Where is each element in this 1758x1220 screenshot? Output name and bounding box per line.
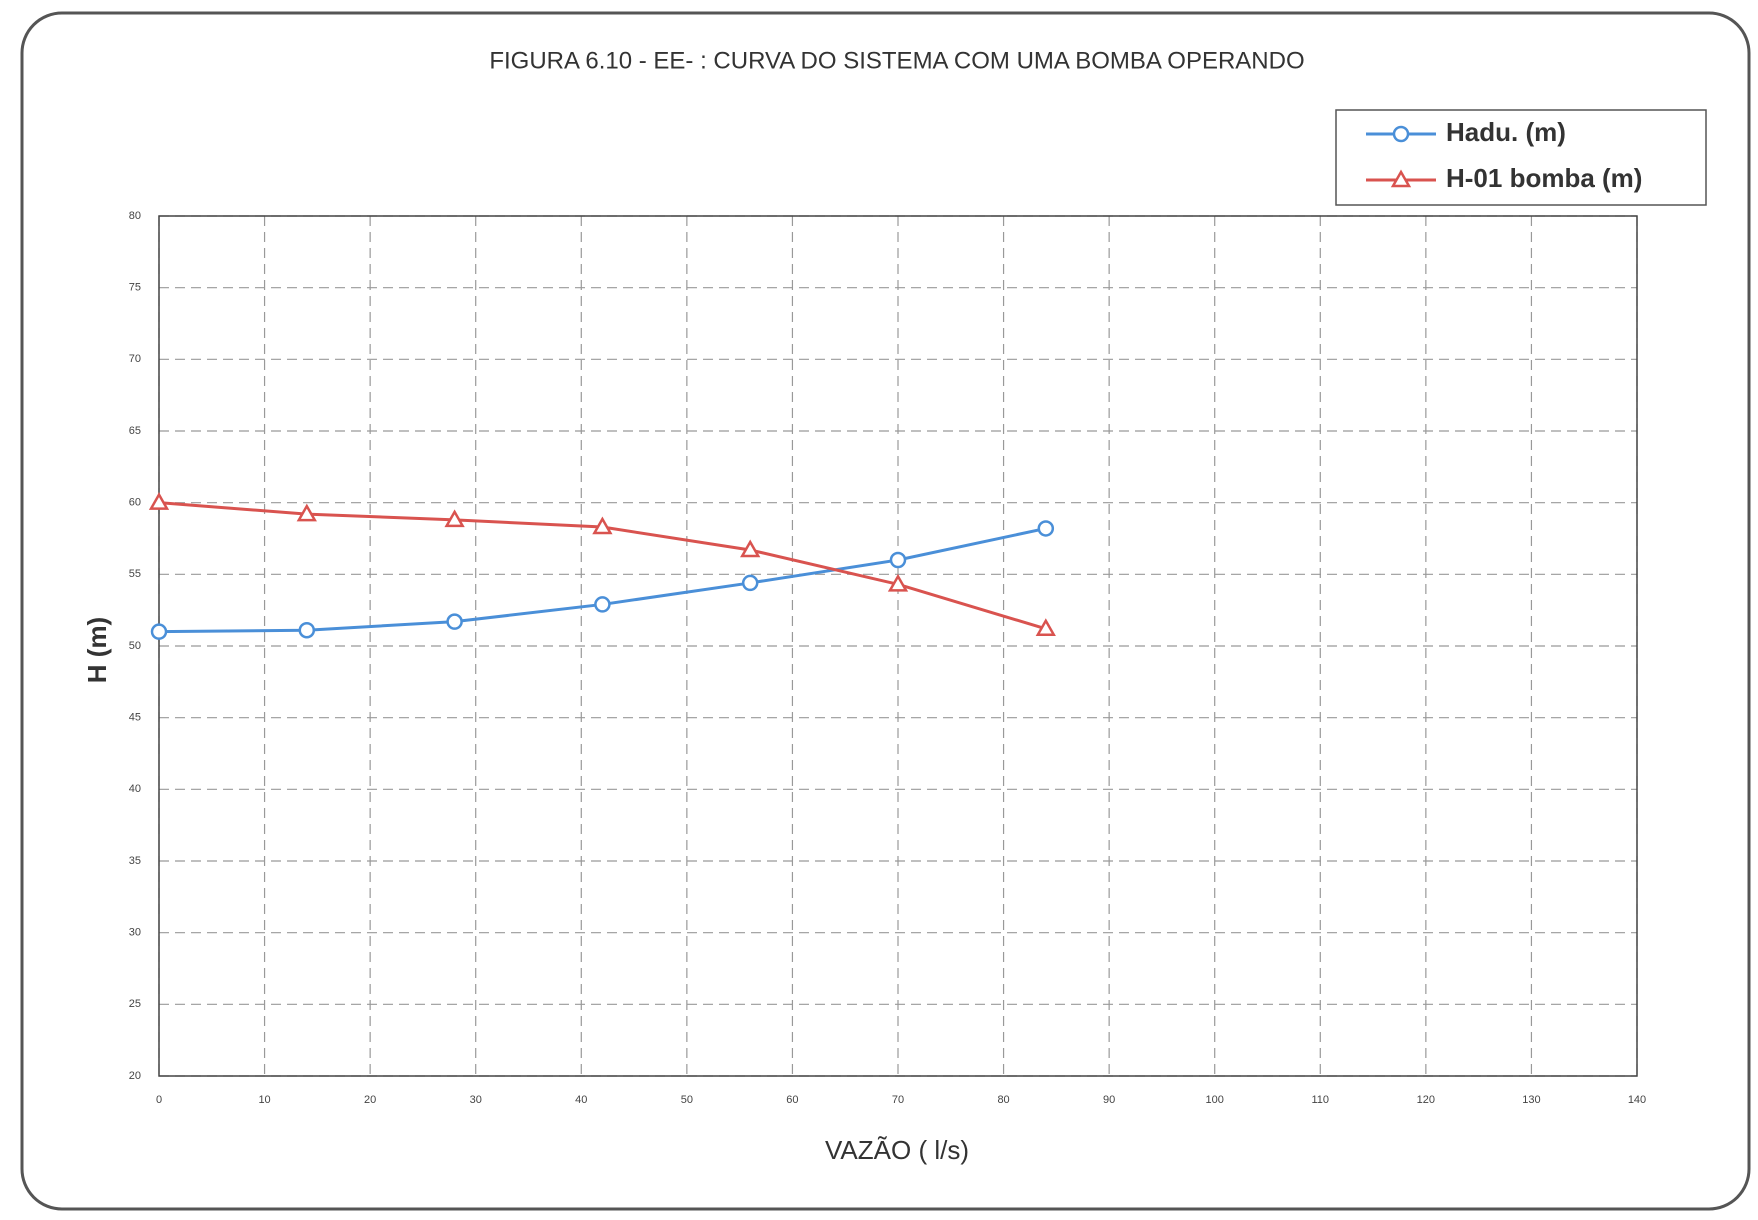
data-point [887,573,909,592]
legend-box [1335,109,1707,206]
y-tick-label: 75 [129,282,141,294]
data-point [446,613,463,630]
data-point [1035,618,1056,637]
data-point [444,509,465,528]
x-tick-label: 110 [1312,1094,1330,1106]
y-tick-label: 20 [129,1070,141,1082]
x-tick-label: 100 [1206,1094,1224,1106]
data-point [889,551,907,569]
y-axis-label: H (m) [82,617,112,683]
x-tick-label: 50 [681,1094,693,1106]
y-tick-label: 65 [129,425,141,437]
y-tick-label: 25 [129,998,141,1010]
x-tick-label: 70 [892,1094,904,1106]
data-point [150,623,168,640]
y-tick-label: 55 [129,568,141,580]
x-tick-label: 20 [364,1094,376,1106]
data-point [296,503,317,522]
y-tick-label: 30 [129,927,141,939]
y-tick-label: 70 [129,353,141,365]
legend-label: H-01 bomba (m) [1446,163,1642,193]
data-point [298,621,316,639]
data-point [1037,520,1055,537]
x-tick-label: 30 [470,1094,482,1106]
legend-marker [1392,125,1410,143]
y-tick-label: 50 [129,640,141,652]
y-tick-label: 45 [129,712,141,724]
x-tick-label: 80 [997,1094,1009,1106]
x-tick-label: 60 [786,1094,798,1106]
x-tick-label: 10 [258,1094,270,1106]
x-tick-label: 0 [156,1094,162,1106]
legend-label: Hadu. (m) [1446,117,1566,147]
data-point [592,516,613,535]
plot-area [158,215,1638,1077]
legend-marker [1390,169,1412,188]
x-tick-label: 90 [1103,1094,1115,1106]
data-point [740,539,761,558]
x-tick-label: 140 [1628,1094,1646,1106]
y-tick-label: 40 [129,783,141,795]
x-axis-label: VAZÃO ( l/s) [825,1135,969,1165]
x-tick-label: 40 [575,1094,587,1106]
data-point [594,596,611,613]
x-tick-label: 130 [1522,1094,1540,1106]
x-tick-label: 120 [1417,1094,1435,1106]
data-point [148,492,170,510]
y-tick-label: 35 [129,855,141,867]
chart-frame [20,11,1751,1211]
y-tick-label: 60 [129,497,141,509]
data-point [741,574,759,592]
y-tick-label: 80 [129,210,141,222]
chart-title: FIGURA 6.10 - EE- : CURVA DO SISTEMA COM… [489,47,1304,74]
